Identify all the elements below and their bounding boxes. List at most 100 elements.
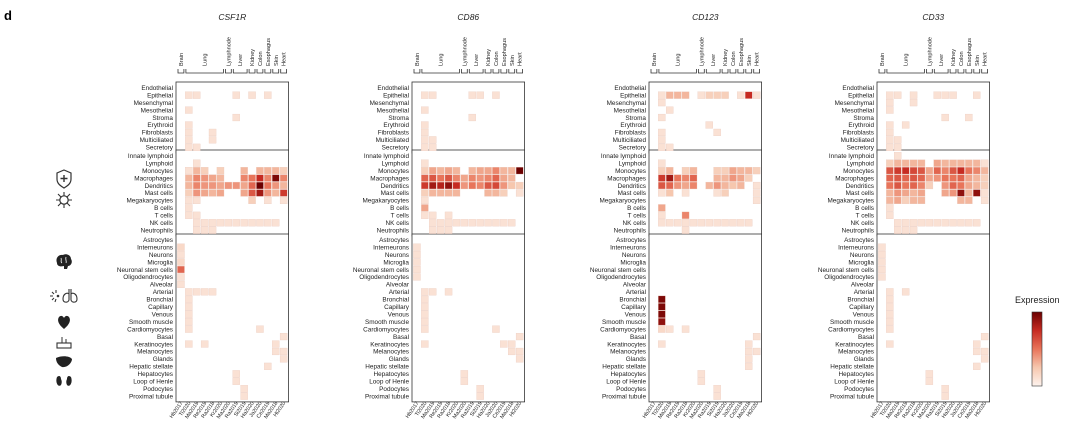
heatmap-cell — [248, 91, 256, 99]
row-label: Proximal tubule — [365, 393, 409, 400]
row-label: Dendritics — [381, 183, 409, 190]
heatmap-cell — [949, 174, 957, 182]
heatmap-cell — [745, 340, 753, 348]
row-label: Arterial — [153, 289, 173, 296]
heatmap-cell — [476, 91, 484, 99]
heatmap-cell — [909, 174, 918, 182]
heatmap-cell — [460, 377, 469, 385]
heatmap-cell — [705, 91, 713, 99]
row-label: Cardiomyocytes — [127, 326, 173, 333]
row-label: Mesothelial — [842, 107, 874, 114]
heatmap-cell — [436, 226, 445, 234]
gene-title: CSF1R — [218, 12, 246, 22]
heatmap-cell — [980, 189, 989, 197]
row-label: Astrocytes — [616, 237, 646, 244]
heatmap-cell — [909, 167, 918, 175]
heatmap-cell — [468, 219, 476, 227]
heatmap-cell — [421, 196, 429, 204]
tissue-label: Liver — [238, 54, 244, 66]
tissue-bracket — [698, 69, 705, 74]
heatmap-cell — [917, 219, 926, 227]
tissue-label: Esophagus — [739, 38, 745, 66]
heatmap-cell — [177, 243, 185, 251]
heatmap-cell — [224, 219, 233, 227]
row-label: Venous — [152, 311, 173, 318]
heatmap-cell — [256, 181, 264, 190]
heatmap-cell — [681, 325, 690, 333]
heatmap-cell — [279, 332, 288, 341]
heatmap-cell — [666, 91, 674, 99]
heatmap-cell — [941, 189, 949, 197]
heatmap-cell — [421, 128, 429, 136]
row-label: B cells — [855, 205, 874, 212]
heatmap-cell — [452, 189, 461, 197]
heatmap-cell — [925, 370, 934, 378]
tissue-bracket — [185, 69, 224, 74]
heatmap-cell — [185, 174, 193, 182]
heatmap-cell — [232, 377, 240, 385]
panel-letter: d — [4, 8, 12, 23]
row-label: Mesenchymal — [134, 100, 173, 107]
tissue-label: Heart — [518, 52, 524, 66]
heatmap-cell — [886, 121, 894, 129]
heatmap-cell — [200, 174, 209, 182]
heatmap-cell — [957, 174, 965, 182]
heatmap-cell — [909, 91, 918, 99]
row-label: Fibroblasts — [142, 130, 173, 137]
row-label: Arterial — [626, 289, 646, 296]
heatmap-cell — [917, 189, 926, 197]
heatmap-cell — [421, 325, 429, 333]
heatmap-cell — [957, 219, 965, 227]
row-label: Bronchial — [382, 297, 409, 304]
heatmap-cell — [658, 219, 666, 227]
heatmap-cell — [886, 318, 894, 326]
heatmap-cell — [658, 189, 666, 197]
heatmap-cell — [681, 181, 690, 190]
tissue-bracket — [461, 69, 468, 74]
row-label: T cells — [628, 213, 646, 220]
row-label: Hepatocytes — [373, 371, 409, 378]
row-label: Interneurons — [137, 244, 173, 251]
tissue-label: Colon — [494, 51, 500, 66]
tissue-bracket — [248, 69, 256, 74]
heatmap-cell — [240, 392, 248, 400]
heatmap-cell — [264, 189, 272, 197]
heatmap-cell — [436, 167, 445, 175]
heatmap-cell — [721, 189, 729, 197]
heatmap-cell — [452, 174, 461, 182]
heatmap-cell — [949, 167, 957, 175]
row-label: Keratinocytes — [835, 341, 874, 348]
heatmap-cell — [925, 377, 934, 385]
heatmap-cell — [421, 303, 429, 311]
row-label: Multiciliated — [613, 137, 647, 144]
heatmap-cell — [421, 340, 429, 348]
heatmap-cell — [658, 99, 666, 107]
heatmap-cell — [941, 159, 949, 167]
heatmap-cell — [941, 219, 949, 227]
heatmap-cell — [193, 211, 201, 219]
heatmap-cell — [264, 362, 272, 370]
heatmap-cell — [973, 174, 981, 182]
heatmap-cell — [240, 385, 248, 393]
heatmap-cell — [232, 370, 240, 378]
heatmap-cell — [484, 167, 492, 175]
heatmap-cell — [193, 159, 201, 167]
row-label: Mesothelial — [614, 107, 646, 114]
tissue-bracket — [516, 69, 523, 74]
row-label: B cells — [154, 205, 173, 212]
heatmap-cell — [515, 167, 524, 175]
heatmap-cell — [886, 211, 894, 219]
row-label: T cells — [391, 213, 409, 220]
row-label: Proximal tubule — [602, 393, 646, 400]
heatmap-cell — [745, 219, 753, 227]
tissue-label: Lung — [676, 54, 682, 66]
heatmap-cell — [500, 167, 508, 175]
heatmap-cell — [705, 181, 713, 190]
heatmap-cell — [973, 362, 981, 370]
row-label: Loop of Henle — [834, 379, 874, 386]
heatmap-cell — [177, 273, 185, 281]
heatmap-cell — [185, 204, 193, 212]
